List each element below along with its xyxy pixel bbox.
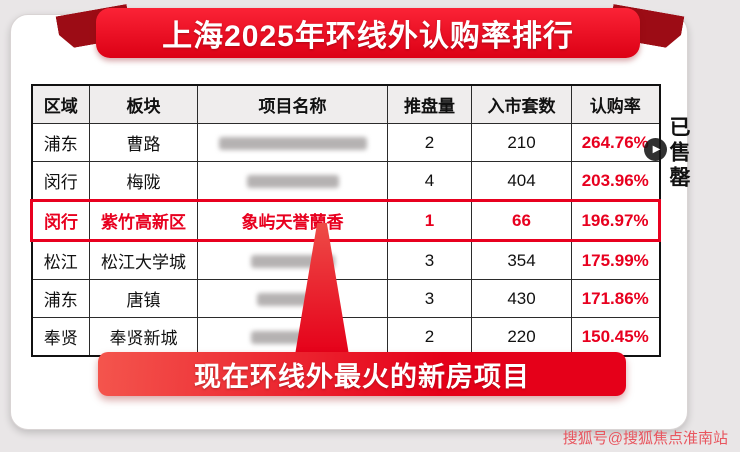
cell-launches: 2: [387, 317, 472, 357]
cell-area: 曹路: [89, 123, 198, 162]
cell-units: 66: [471, 200, 572, 241]
cell-project: [197, 123, 388, 162]
cell-units: 430: [471, 279, 572, 318]
cell-region: 松江: [31, 240, 90, 280]
cell-region: 闵行: [31, 200, 90, 241]
watermark: 搜狐号@搜狐焦点淮南站: [562, 430, 728, 447]
cell-project: [197, 161, 388, 202]
cell-launches: 1: [387, 200, 472, 241]
cell-rate: 175.99%: [571, 240, 660, 280]
play-glyph: ▶: [652, 143, 661, 155]
table-row: 闵行 紫竹高新区 象屿天誉蘭香 1 66 196.97%: [31, 200, 660, 241]
callout-banner: 现在环线外最火的新房项目: [98, 352, 626, 396]
cell-rate: 203.96%: [571, 161, 660, 202]
table-row: 浦东 曹路 2 210 264.76%: [31, 123, 660, 162]
cell-project: [197, 317, 388, 357]
cell-project: [197, 279, 388, 318]
header-cell: 区域: [31, 84, 90, 124]
cell-units: 220: [471, 317, 572, 357]
cell-launches: 4: [387, 161, 472, 202]
cell-area: 紫竹高新区: [89, 200, 198, 241]
table-row: 奉贤 奉贤新城 2 220 150.45%: [31, 317, 660, 357]
cell-launches: 2: [387, 123, 472, 162]
cell-project: 象屿天誉蘭香: [197, 200, 388, 241]
cell-launches: 3: [387, 279, 472, 318]
header-cell: 项目名称: [197, 84, 388, 124]
cell-area: 奉贤新城: [89, 317, 198, 357]
redacted-project-blur: [218, 136, 367, 150]
cell-region: 闵行: [31, 161, 90, 202]
header-row: 区域 板块 项目名称 推盘量 入市套数 认购率: [31, 84, 660, 124]
cell-area: 唐镇: [89, 279, 198, 318]
cell-region: 浦东: [31, 279, 90, 318]
title-banner: 上海2025年环线外认购率排行: [96, 8, 640, 58]
table-body: 浦东 曹路 2 210 264.76% 闵行 梅陇 4 404 203.96% …: [31, 123, 660, 357]
callout-text: 现在环线外最火的新房项目: [194, 361, 530, 392]
cell-units: 210: [471, 123, 572, 162]
cell-rate: 150.45%: [571, 317, 660, 357]
cell-units: 354: [471, 240, 572, 280]
sold-out-label: 已售罄: [667, 116, 690, 191]
header-cell: 认购率: [571, 84, 660, 124]
cell-area: 松江大学城: [89, 240, 198, 280]
cell-rate: 171.86%: [571, 279, 660, 318]
table-row: 闵行 梅陇 4 404 203.96%: [31, 161, 660, 202]
page-title: 上海2025年环线外认购率排行: [162, 20, 574, 53]
cell-launches: 3: [387, 240, 472, 280]
cell-rate: 196.97%: [571, 200, 660, 241]
play-icon[interactable]: ▶: [644, 138, 667, 161]
cell-region: 奉贤: [31, 317, 90, 357]
cell-project: [197, 240, 388, 280]
table-row: 浦东 唐镇 3 430 171.86%: [31, 279, 660, 318]
table-row: 松江 松江大学城 3 354 175.99%: [31, 240, 660, 280]
redacted-project-blur: [246, 174, 339, 188]
cell-units: 404: [471, 161, 572, 202]
header-cell: 入市套数: [471, 84, 572, 124]
header-cell: 板块: [89, 84, 198, 124]
cell-area: 梅陇: [89, 161, 198, 202]
project-name: 象屿天誉蘭香: [241, 213, 344, 232]
ranking-table: 区域 板块 项目名称 推盘量 入市套数 认购率 浦东 曹路 2 210 264.76% 闵…: [30, 84, 661, 357]
header-cell: 推盘量: [387, 84, 472, 124]
cell-region: 浦东: [31, 123, 90, 162]
